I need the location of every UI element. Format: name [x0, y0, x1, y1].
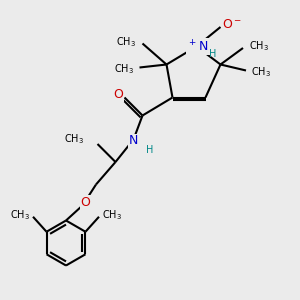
Text: CH$_3$: CH$_3$ [64, 133, 84, 146]
Text: H: H [146, 145, 154, 155]
Text: $\mathregular{^+}$N: $\mathregular{^+}$N [187, 39, 209, 54]
Text: O: O [114, 88, 123, 101]
Text: CH$_3$: CH$_3$ [250, 40, 269, 53]
Text: O: O [81, 196, 90, 209]
Text: CH$_3$: CH$_3$ [115, 62, 134, 76]
Text: H: H [209, 49, 217, 59]
Text: O$\mathregular{^-}$: O$\mathregular{^-}$ [223, 17, 242, 31]
Text: CH$_3$: CH$_3$ [251, 65, 271, 79]
Text: CH$_3$: CH$_3$ [116, 35, 136, 49]
Text: CH$_3$: CH$_3$ [103, 208, 122, 222]
Text: CH$_3$: CH$_3$ [10, 208, 29, 222]
Text: N: N [129, 134, 138, 148]
